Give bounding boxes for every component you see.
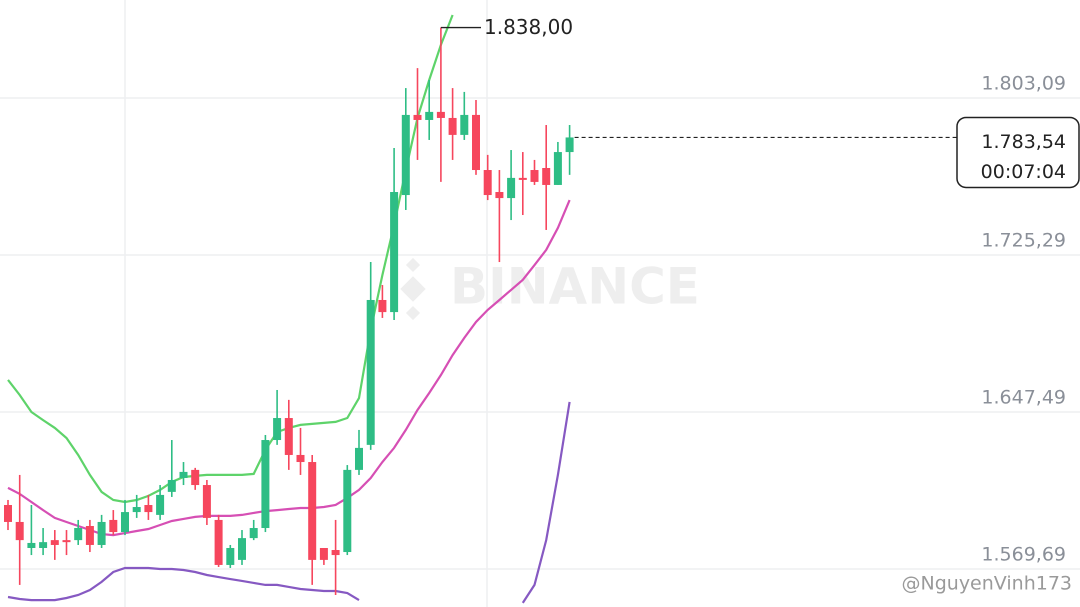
candle-body — [226, 547, 235, 565]
candle-body — [121, 512, 129, 533]
last-price-label: 1.783,54 — [981, 131, 1066, 153]
last-price-box — [956, 116, 1080, 189]
candle-body — [4, 505, 12, 522]
candle-body — [214, 519, 223, 565]
watermark-text: BINANCE — [450, 258, 700, 316]
candle-body — [542, 168, 551, 185]
candle-body — [378, 299, 387, 313]
candle-body — [483, 170, 492, 196]
y-tick-label: 1.647,49 — [981, 386, 1066, 408]
indicator-line — [7, 401, 571, 604]
candle-body — [74, 528, 83, 541]
y-tick-label: 1.803,09 — [981, 72, 1066, 94]
candle-body — [27, 542, 36, 548]
candle-body — [565, 137, 574, 153]
candle-body — [179, 471, 188, 478]
candle-body — [495, 192, 504, 199]
candle-body — [472, 114, 480, 171]
candle-body — [355, 447, 363, 470]
candle-body — [39, 542, 48, 548]
candle-body — [413, 114, 422, 120]
y-tick-label: 1.569,69 — [981, 544, 1066, 566]
candle-body — [331, 550, 340, 556]
candle-body — [401, 114, 410, 196]
candle-body — [553, 152, 562, 185]
candle-body — [436, 111, 445, 118]
candle-body — [132, 507, 141, 513]
countdown: 00:07:04 — [981, 161, 1066, 183]
candle-body — [238, 538, 246, 560]
candle-body — [62, 540, 71, 543]
candle-body — [296, 454, 305, 463]
candle-body — [191, 469, 200, 486]
credit: @NguyenVinh173 — [902, 573, 1073, 595]
candle-body — [109, 519, 118, 533]
candle-body — [308, 462, 317, 560]
candle-body — [85, 525, 94, 545]
y-tick-label: 1.725,29 — [981, 229, 1066, 251]
candle-body — [366, 299, 375, 445]
candle-body — [156, 494, 165, 515]
candle-body — [97, 521, 106, 545]
candle-body — [425, 111, 434, 120]
candle-body — [507, 177, 516, 199]
candle-body — [50, 540, 59, 545]
candle-body — [261, 440, 270, 529]
candle-body — [202, 485, 211, 518]
indicator-line — [7, 14, 454, 504]
high-label: 1.838,00 — [484, 15, 573, 39]
candle-body — [249, 528, 258, 539]
candle-body — [319, 547, 328, 560]
candle-body — [448, 117, 457, 135]
candle-body — [460, 114, 469, 135]
candle-body — [530, 170, 539, 182]
candle-body — [343, 469, 352, 553]
candle-body — [144, 505, 153, 513]
candle-body — [518, 177, 527, 180]
candle-body — [167, 479, 176, 492]
candle-body — [273, 418, 282, 441]
candle-body — [284, 418, 293, 455]
candle-body — [15, 521, 24, 541]
candle-body — [390, 192, 399, 313]
